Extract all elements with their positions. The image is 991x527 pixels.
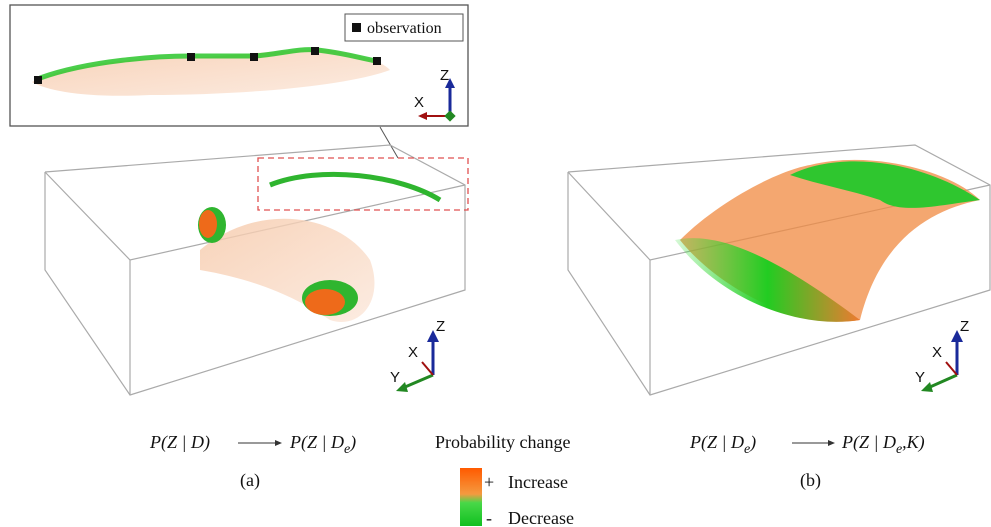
blob-a2: [305, 289, 345, 315]
panel-label-b: (b): [800, 470, 821, 491]
label: ,K): [902, 432, 925, 453]
blob-b1: [790, 161, 980, 208]
axes-b: Z X Y: [915, 318, 969, 392]
label: e: [744, 442, 750, 457]
blob-b2: [675, 238, 860, 322]
label: X: [932, 344, 942, 361]
legend-marker: [352, 23, 361, 32]
label: P(Z | D: [289, 432, 344, 453]
formula-from-b: P(Z | De): [689, 432, 756, 457]
formula-from-a: P(Z | D): [149, 432, 210, 453]
formula-to-a: P(Z | De): [289, 432, 356, 457]
axes-a: Z X Y: [390, 318, 445, 392]
label: P(Z | D: [841, 432, 896, 453]
label: e: [896, 442, 902, 457]
formula-to-b: P(Z | De,K): [841, 432, 925, 457]
legend-increase: Increase: [508, 472, 568, 492]
label: Z: [440, 67, 449, 84]
label: X: [408, 344, 418, 361]
profile-a: [269, 171, 442, 203]
legend-minus: -: [486, 508, 492, 527]
label: ): [749, 432, 756, 453]
legend-title: Probability change: [435, 432, 570, 452]
label: e: [344, 442, 350, 457]
zoom-rect: [257, 157, 469, 211]
label: ): [349, 432, 356, 453]
legend-plus: +: [484, 472, 494, 492]
legend-box: [344, 13, 464, 42]
inset-profile: [39, 47, 377, 81]
label: Z: [436, 318, 445, 335]
panel-label-a: (a): [240, 470, 260, 491]
color-bar: [460, 468, 482, 526]
label: P(Z | D: [689, 432, 744, 453]
observation-markers: [34, 47, 381, 84]
label: X: [414, 94, 424, 111]
legend-decrease: Decrease: [508, 508, 574, 527]
bounding-box-a: [44, 144, 466, 396]
label: Y: [915, 369, 925, 386]
callout-line: [379, 126, 399, 159]
blob-a4: [199, 210, 217, 238]
label: Y: [390, 369, 400, 386]
legend-text: observation: [367, 20, 442, 37]
label: Z: [960, 318, 969, 335]
